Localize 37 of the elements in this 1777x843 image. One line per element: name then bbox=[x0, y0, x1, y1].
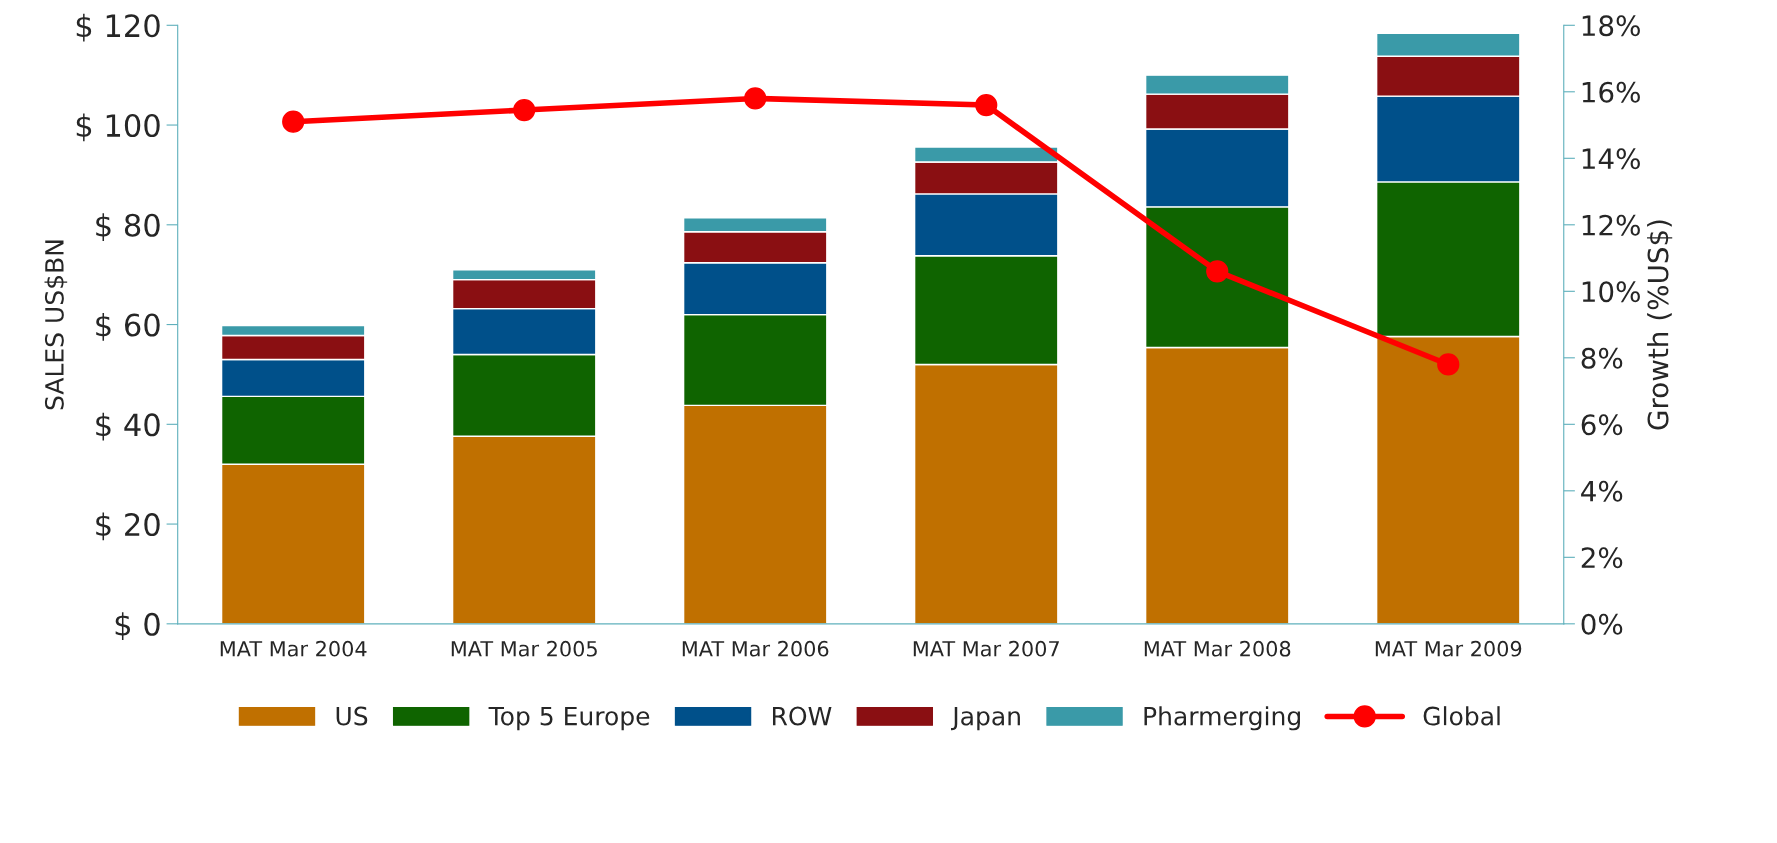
point bbox=[282, 110, 305, 133]
x-tick-label: MAT Mar 2009 bbox=[1375, 640, 1522, 657]
legend-label: Pharmerging bbox=[1144, 706, 1300, 731]
y-tick-label: $ 40 bbox=[96, 412, 160, 441]
y-axis-title: SALES US$BN bbox=[44, 240, 68, 410]
legend-label: ROW bbox=[773, 706, 832, 726]
x-tick-label: MAT Mar 2005 bbox=[451, 640, 597, 657]
point bbox=[1206, 260, 1229, 283]
legend-label: Top 5 Europe bbox=[488, 706, 650, 731]
y2-tick-label: 4% bbox=[1581, 480, 1623, 502]
y-tick-label: $ 20 bbox=[96, 512, 160, 541]
y2-tick-label: 8% bbox=[1581, 347, 1623, 369]
point bbox=[975, 93, 998, 117]
y2-tick-label: 10% bbox=[1582, 281, 1640, 303]
y-tick-label: $ 80 bbox=[96, 213, 160, 241]
point bbox=[1437, 353, 1460, 376]
x-tick-label: MAT Mar 2006 bbox=[682, 640, 829, 657]
x-tick-label: MAT Mar 2008 bbox=[1144, 640, 1291, 657]
y2-tick-label: 14% bbox=[1582, 148, 1640, 170]
y-tick-label: $ 100 bbox=[76, 113, 160, 142]
y2-tick-label: 0% bbox=[1581, 613, 1623, 635]
y2-tick-label: 12% bbox=[1582, 214, 1640, 236]
y-tick-label: $ 120 bbox=[76, 13, 160, 42]
y2-tick-label: 16% bbox=[1582, 81, 1640, 103]
y2-tick-label: 2% bbox=[1581, 547, 1623, 569]
y2-axis-title: Growth (%US$) bbox=[1647, 220, 1673, 430]
y-tick-label: $ 0 bbox=[115, 612, 160, 640]
y2-tick-label: 18% bbox=[1582, 15, 1640, 37]
point bbox=[513, 98, 536, 122]
point bbox=[744, 87, 767, 110]
y2-tick-label: 6% bbox=[1581, 414, 1623, 436]
legend-label: US bbox=[336, 706, 368, 726]
x-tick-label: MAT Mar 2004 bbox=[220, 640, 367, 657]
legend-label: Japan bbox=[951, 706, 1020, 731]
legend-label: Global bbox=[1423, 706, 1500, 726]
y-tick-label: $ 60 bbox=[96, 312, 160, 341]
x-tick-label: MAT Mar 2007 bbox=[913, 640, 1059, 657]
